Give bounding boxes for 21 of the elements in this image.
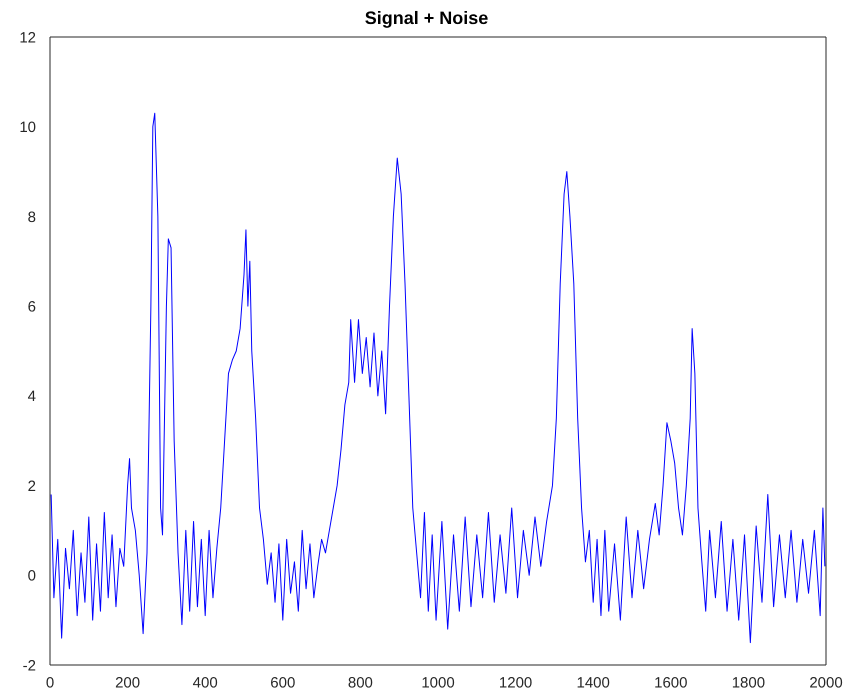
x-tick-label: 1800 xyxy=(732,674,766,692)
x-tick-label: 1000 xyxy=(421,674,455,692)
y-tick-label: 2 xyxy=(28,478,36,495)
chart-title: Signal + Noise xyxy=(364,8,490,30)
y-tick-label: 0 xyxy=(28,568,36,585)
x-tick-label: 2000 xyxy=(809,674,843,692)
x-tick-label: 0 xyxy=(46,674,54,692)
x-tick-label: 1400 xyxy=(576,674,610,692)
y-tick-label: 10 xyxy=(19,119,36,136)
x-tick-label: 400 xyxy=(192,674,218,692)
y-tick-label: 6 xyxy=(28,298,36,316)
x-tick-label: 1200 xyxy=(498,674,532,692)
y-tick-label: -2 xyxy=(22,657,36,674)
x-tick-label: 600 xyxy=(270,674,296,692)
y-tick-label: 4 xyxy=(28,388,36,406)
y-tick-label: 12 xyxy=(19,29,36,46)
y-tick-label: 8 xyxy=(28,208,36,226)
x-tick-label: 800 xyxy=(348,674,373,692)
line-series xyxy=(50,112,826,644)
x-tick-label: 200 xyxy=(115,674,140,692)
x-tick-label: 1600 xyxy=(654,674,688,692)
